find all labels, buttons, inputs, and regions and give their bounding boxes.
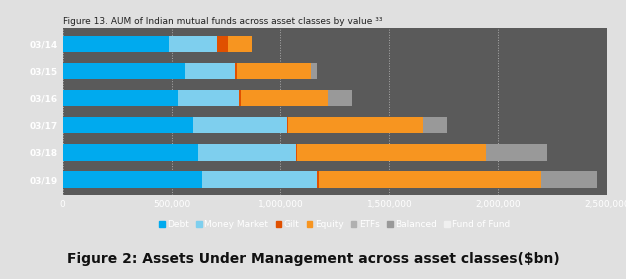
Bar xyxy=(63,171,202,188)
Bar xyxy=(288,117,423,133)
Bar xyxy=(486,144,547,160)
Text: Figure 2: Assets Under Management across asset classes($bn): Figure 2: Assets Under Management across… xyxy=(66,252,560,266)
Bar xyxy=(541,171,597,188)
Bar xyxy=(63,35,170,52)
Bar xyxy=(185,63,235,79)
Bar xyxy=(329,90,352,106)
Bar xyxy=(295,144,297,160)
Bar xyxy=(217,35,228,52)
Text: Figure 13. AUM of Indian mutual funds across asset classes by value ³³: Figure 13. AUM of Indian mutual funds ac… xyxy=(63,17,382,26)
Bar xyxy=(63,63,185,79)
Bar xyxy=(239,90,241,106)
Bar xyxy=(63,117,193,133)
Bar xyxy=(319,171,541,188)
Bar xyxy=(317,171,319,188)
Bar xyxy=(297,144,486,160)
Bar xyxy=(193,117,287,133)
Bar xyxy=(311,63,317,79)
Bar xyxy=(178,90,239,106)
Bar xyxy=(170,35,217,52)
Legend: Debt, Money Market, Gilt, Equity, ETFs, Balanced, Fund of Fund: Debt, Money Market, Gilt, Equity, ETFs, … xyxy=(155,217,515,233)
Bar xyxy=(198,144,295,160)
Bar xyxy=(63,144,198,160)
Bar xyxy=(63,90,178,106)
Bar xyxy=(228,35,252,52)
Bar xyxy=(237,63,311,79)
Bar xyxy=(241,90,329,106)
Bar xyxy=(235,63,237,79)
Bar xyxy=(202,171,317,188)
Bar xyxy=(287,117,288,133)
Bar xyxy=(423,117,447,133)
